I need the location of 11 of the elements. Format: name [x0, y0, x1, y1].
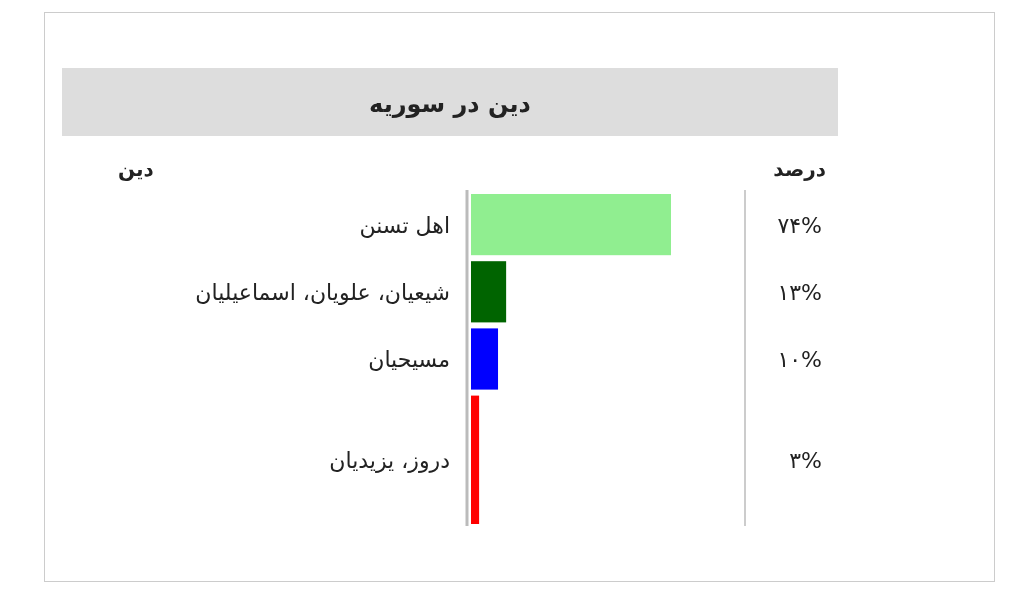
y-tick-label: اهل تسنن — [359, 212, 450, 238]
text: درصد — [773, 157, 826, 181]
y-tick-label: دروز، یزیدیان — [329, 447, 450, 473]
data-label: ۷۴% — [777, 212, 822, 238]
chart-title: دین در سوریه — [369, 90, 531, 118]
y-axis-title: دین — [118, 157, 154, 181]
data-label: ۱۳% — [777, 279, 822, 305]
data-label: ۳% — [789, 447, 822, 473]
y-tick-label: مسیحیان — [368, 347, 450, 372]
y-tick-label: شیعیان، علویان، اسماعیلیان — [195, 279, 450, 305]
data-label: ۱۰% — [777, 347, 822, 372]
